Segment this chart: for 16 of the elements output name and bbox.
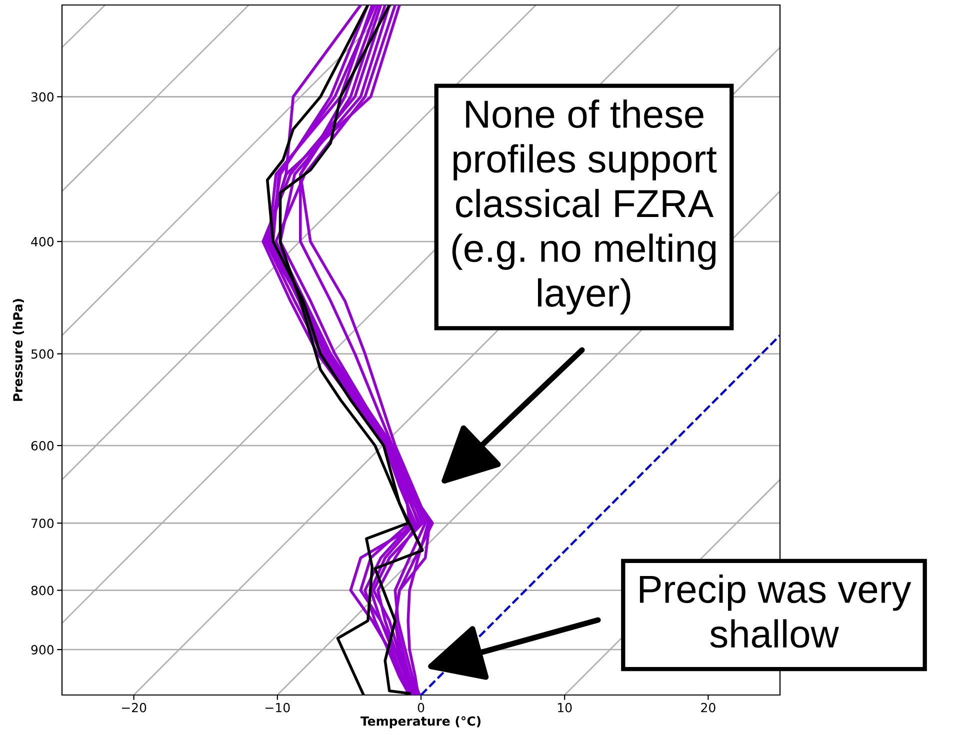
x-axis-title: Temperature (°C) xyxy=(360,716,480,728)
x-tick-label: 10 xyxy=(558,702,572,712)
y-tick-label: 900 xyxy=(31,645,54,655)
y-tick-label: 600 xyxy=(31,441,54,450)
x-tick-label: 20 xyxy=(701,702,716,712)
y-tick-label: 300 xyxy=(31,92,54,102)
y-tick-label: 400 xyxy=(31,236,54,246)
x-tick-label: −10 xyxy=(266,702,290,712)
x-tick-label: 0 xyxy=(418,702,424,712)
annotation: Precip was very shallow xyxy=(640,574,912,648)
y-tick-label: 700 xyxy=(32,518,54,528)
y-tick-label: 800 xyxy=(31,586,54,596)
x-tick-label: −20 xyxy=(122,702,146,712)
annotation: None of these profiles support classical FZRA (e.g. no melting layer) xyxy=(452,99,717,315)
y-axis-title: Pressure (hPa) xyxy=(12,298,24,401)
y-tick-label: 500 xyxy=(31,349,54,359)
